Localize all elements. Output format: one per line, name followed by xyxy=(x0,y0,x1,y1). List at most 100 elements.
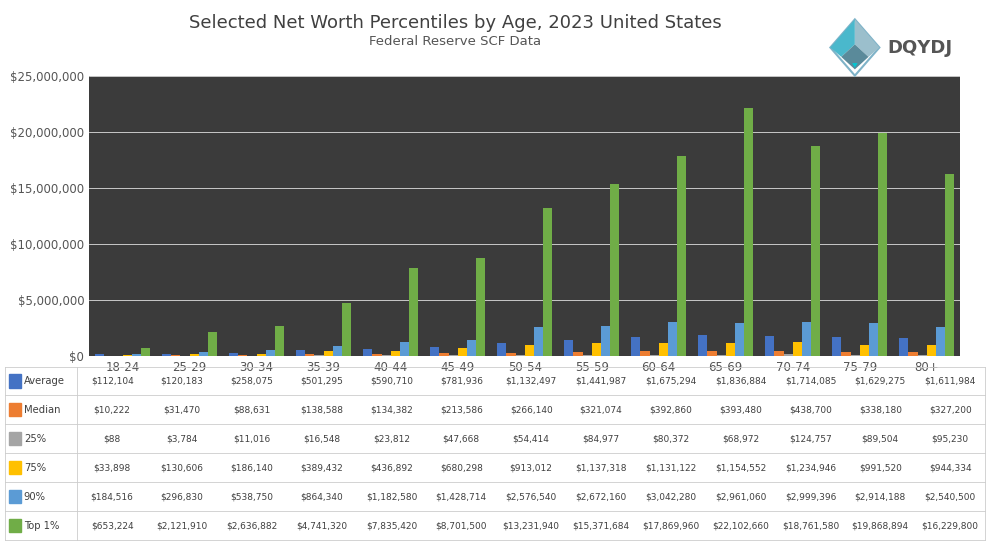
Polygon shape xyxy=(842,45,868,70)
Text: Selected Net Worth Percentiles by Age, 2023 United States: Selected Net Worth Percentiles by Age, 2… xyxy=(189,14,722,31)
Text: $68,972: $68,972 xyxy=(722,434,759,444)
Bar xyxy=(363,349,372,356)
Bar xyxy=(573,352,582,356)
Text: DQYDJ: DQYDJ xyxy=(887,39,952,57)
Text: $54,414: $54,414 xyxy=(513,434,549,444)
Bar xyxy=(610,184,619,356)
Text: $1,629,275: $1,629,275 xyxy=(854,376,906,386)
Text: $22,102,660: $22,102,660 xyxy=(712,521,769,531)
Bar xyxy=(784,354,793,356)
Text: $258,075: $258,075 xyxy=(231,376,273,386)
Bar xyxy=(190,354,199,356)
Polygon shape xyxy=(831,20,855,57)
Text: $23,812: $23,812 xyxy=(373,434,410,444)
Text: $4,741,320: $4,741,320 xyxy=(296,521,347,531)
Text: $80,372: $80,372 xyxy=(652,434,689,444)
Text: 75%: 75% xyxy=(24,463,46,473)
Text: 25%: 25% xyxy=(24,434,46,444)
Text: $88: $88 xyxy=(104,434,121,444)
Bar xyxy=(793,342,802,356)
Bar xyxy=(698,335,708,356)
Bar xyxy=(774,351,784,356)
Text: $321,074: $321,074 xyxy=(579,406,623,414)
Bar xyxy=(744,109,753,356)
Bar xyxy=(927,345,936,356)
Bar xyxy=(275,326,284,356)
Text: $130,606: $130,606 xyxy=(160,463,204,472)
Bar xyxy=(564,339,573,356)
Text: $680,298: $680,298 xyxy=(440,463,483,472)
Text: $15,371,684: $15,371,684 xyxy=(572,521,630,531)
Text: $120,183: $120,183 xyxy=(160,376,203,386)
Text: $438,700: $438,700 xyxy=(789,406,832,414)
Text: $2,961,060: $2,961,060 xyxy=(715,493,766,501)
Text: $864,340: $864,340 xyxy=(300,493,343,501)
Text: $991,520: $991,520 xyxy=(859,463,902,472)
Text: $184,516: $184,516 xyxy=(91,493,134,501)
Text: $13,231,940: $13,231,940 xyxy=(503,521,559,531)
Text: $1,132,497: $1,132,497 xyxy=(506,376,556,386)
Text: $944,334: $944,334 xyxy=(929,463,971,472)
Bar xyxy=(324,351,333,356)
Bar xyxy=(199,352,208,356)
Bar xyxy=(641,351,649,356)
Bar xyxy=(342,302,351,356)
Text: $1,154,552: $1,154,552 xyxy=(715,463,766,472)
Bar xyxy=(765,337,774,356)
Bar xyxy=(909,352,918,356)
Text: $296,830: $296,830 xyxy=(160,493,203,501)
Text: $2,999,396: $2,999,396 xyxy=(785,493,837,501)
Text: $3,042,280: $3,042,280 xyxy=(645,493,696,501)
Bar xyxy=(833,337,841,356)
Text: $1,714,085: $1,714,085 xyxy=(785,376,837,386)
Text: $653,224: $653,224 xyxy=(91,521,134,531)
Text: $124,757: $124,757 xyxy=(789,434,832,444)
Text: $1,182,580: $1,182,580 xyxy=(365,493,417,501)
Bar xyxy=(811,146,821,356)
Bar xyxy=(534,327,544,356)
Text: $1,234,946: $1,234,946 xyxy=(785,463,836,472)
Text: $1,428,714: $1,428,714 xyxy=(436,493,487,501)
Text: $10,222: $10,222 xyxy=(94,406,131,414)
Bar xyxy=(869,323,878,356)
Text: $1,137,318: $1,137,318 xyxy=(575,463,627,472)
Bar xyxy=(592,343,601,356)
Bar xyxy=(936,327,945,356)
Text: 90%: 90% xyxy=(24,492,46,502)
Text: $16,548: $16,548 xyxy=(303,434,341,444)
Text: $16,229,800: $16,229,800 xyxy=(922,521,979,531)
Text: $3,784: $3,784 xyxy=(166,434,198,444)
Text: $389,432: $389,432 xyxy=(300,463,343,472)
Text: $2,672,160: $2,672,160 xyxy=(575,493,627,501)
Bar xyxy=(708,351,717,356)
Text: $393,480: $393,480 xyxy=(719,406,762,414)
Bar xyxy=(899,338,909,356)
Text: $501,295: $501,295 xyxy=(300,376,344,386)
Bar xyxy=(525,345,534,356)
Text: $1,611,984: $1,611,984 xyxy=(925,376,976,386)
Text: $2,576,540: $2,576,540 xyxy=(506,493,556,501)
Text: $112,104: $112,104 xyxy=(91,376,134,386)
Bar xyxy=(391,351,400,356)
Text: Top 1%: Top 1% xyxy=(24,521,59,531)
Bar xyxy=(516,355,525,356)
Text: $2,914,188: $2,914,188 xyxy=(854,493,906,501)
Text: $89,504: $89,504 xyxy=(861,434,899,444)
Text: $33,898: $33,898 xyxy=(93,463,131,472)
Bar xyxy=(296,350,305,356)
Bar xyxy=(735,323,744,356)
Bar xyxy=(208,332,217,356)
Bar xyxy=(265,350,275,356)
Text: $392,860: $392,860 xyxy=(649,406,692,414)
Bar xyxy=(544,207,552,356)
Text: $2,121,910: $2,121,910 xyxy=(156,521,208,531)
Bar xyxy=(649,355,658,356)
Bar xyxy=(372,354,381,356)
Bar xyxy=(229,353,239,356)
Bar xyxy=(582,355,592,356)
Text: $31,470: $31,470 xyxy=(163,406,201,414)
Bar xyxy=(842,352,850,356)
Bar xyxy=(850,355,859,356)
Polygon shape xyxy=(855,20,879,57)
Text: $134,382: $134,382 xyxy=(370,406,413,414)
